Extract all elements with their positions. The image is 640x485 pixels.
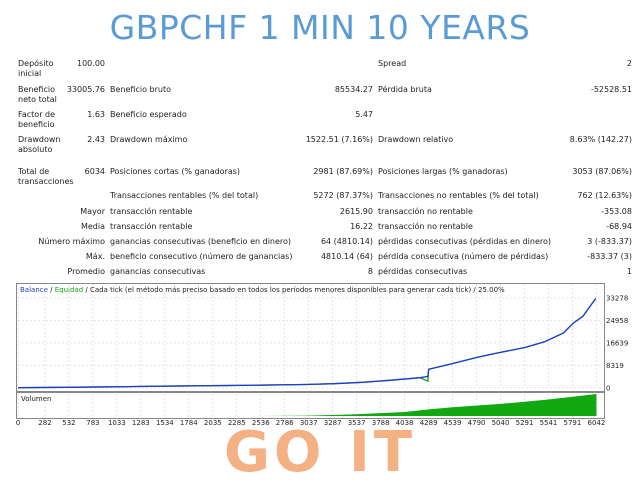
stat-perdida-bruta-label: Pérdida bruta (378, 85, 432, 94)
stat-total-trans-label: Total de transacciones (18, 167, 74, 186)
stat-prom-gan-label: ganancias consecutivas (110, 267, 206, 276)
stat-largas-label: Posiciones largas (% ganadoras) (378, 167, 508, 176)
stat-prom-per-value: 1 (626, 267, 632, 276)
y-tick-label: 24958 (606, 317, 628, 325)
stat-max-label: Máx. (85, 252, 105, 261)
y-tick-label: 33278 (606, 295, 628, 303)
stat-cortas-label: Posiciones cortas (% ganadoras) (110, 167, 241, 176)
stat-media-rentable-label: transacción rentable (110, 222, 193, 231)
stat-nummax-label: Número máximo (38, 237, 105, 246)
x-tick-label: 1033 (108, 419, 126, 427)
stat-no-rentables-value: 762 (12.63%) (577, 191, 632, 200)
y-tick-label: 8319 (606, 362, 624, 370)
stat-beneficio-bruto-label: Beneficio bruto (110, 85, 171, 94)
legend-sep: / (47, 286, 55, 294)
stat-drawdown-abs-label: Drawdown absoluto (18, 135, 61, 154)
stat-max-per-label: pérdida consecutiva (número de pérdidas) (378, 252, 549, 261)
x-tick-label: 0 (16, 419, 20, 427)
x-tick-label: 5040 (492, 419, 510, 427)
stat-factor-label: Factor de beneficio (18, 110, 56, 129)
stat-drawdown-max-value: 1522.51 (7.16%) (305, 135, 373, 144)
stat-nummax-per-label: pérdidas consecutivas (pérdidas en diner… (378, 237, 551, 246)
stat-beneficio-bruto-value: 85534.27 (334, 85, 373, 94)
stat-max-ben-label: beneficio consecutivo (número de gananci… (110, 252, 293, 261)
stat-drawdown-rel-label: Drawdown relativo (378, 135, 454, 144)
stat-drawdown-abs-value: 2.43 (87, 135, 105, 144)
stat-media-no-rentable-value: -68.94 (606, 222, 632, 231)
legend-rest: / Cada tick (el método más preciso basad… (83, 286, 505, 294)
stat-factor-value: 1.63 (87, 110, 105, 119)
x-tick-label: 3537 (348, 419, 366, 427)
y-tick-label: 16639 (606, 340, 628, 348)
x-tick-label: 2536 (252, 419, 270, 427)
y-tick-label: 0 (606, 385, 610, 393)
x-tick-label: 3287 (324, 419, 342, 427)
stat-drawdown-rel-value: 8.63% (142.27) (569, 135, 632, 144)
stat-nummax-gan-label: ganancias consecutivas (beneficio en din… (110, 237, 292, 246)
stat-max-per-value: -833.37 (3) (587, 252, 632, 261)
legend-balance: Balance (20, 286, 48, 294)
stat-no-rentables-label: Transacciones no rentables (% del total) (378, 191, 539, 200)
x-tick-label: 4539 (444, 419, 462, 427)
x-tick-label: 282 (38, 419, 51, 427)
stat-total-trans-value: 6034 (84, 167, 105, 176)
x-tick-label: 4790 (468, 419, 486, 427)
stat-esperado-label: Beneficio esperado (110, 110, 187, 119)
stat-mayor-rentable-label: transacción rentable (110, 207, 193, 216)
stat-deposito-label: Depósito inicial (18, 59, 54, 78)
stat-media-no-rentable-label: transacción no rentable (378, 222, 473, 231)
volume-label: Volumen (21, 395, 52, 403)
stat-prom-per-label: pérdidas consecutivas (378, 267, 468, 276)
x-tick-label: 783 (86, 419, 99, 427)
x-tick-label: 2035 (204, 419, 222, 427)
stat-rentables-label: Transacciones rentables (% del total) (110, 191, 259, 200)
x-tick-label: 532 (62, 419, 75, 427)
stat-beneficio-neto-value: 33005.76 (66, 85, 105, 94)
x-tick-label: 4038 (396, 419, 414, 427)
stat-rentables-value: 5272 (87.37%) (313, 191, 373, 200)
stat-drawdown-max-label: Drawdown máximo (110, 135, 188, 144)
stat-beneficio-neto-label: Beneficio neto total (18, 85, 57, 104)
x-tick-label: 1784 (180, 419, 198, 427)
x-tick-label: 2786 (276, 419, 294, 427)
stat-mayor-rentable-value: 2615.90 (339, 207, 373, 216)
balance-chart: Balance / Equidad / Cada tick (el método… (16, 283, 605, 392)
x-tick-label: 5541 (540, 419, 558, 427)
stat-prom-label: Promedio (67, 267, 105, 276)
stat-perdida-bruta-value: -52528.51 (590, 85, 632, 94)
brand-logo: GO IT (223, 420, 417, 485)
x-tick-label: 3037 (300, 419, 318, 427)
x-tick-label: 6042 (588, 419, 606, 427)
stat-spread-value: 2 (626, 59, 632, 68)
stat-mayor-no-rentable-label: transacción no rentable (378, 207, 473, 216)
stat-mayor-label: Mayor (80, 207, 105, 216)
x-tick-label: 2285 (228, 419, 246, 427)
x-tick-label: 4289 (420, 419, 438, 427)
stat-max-ben-value: 4810.14 (64) (320, 252, 373, 261)
stat-cortas-value: 2981 (87.69%) (313, 167, 373, 176)
x-tick-label: 3788 (372, 419, 390, 427)
x-tick-label: 5291 (516, 419, 534, 427)
stat-nummax-gan-value: 64 (4810.14) (320, 237, 373, 246)
x-tick-label: 5791 (564, 419, 582, 427)
stat-esperado-value: 5.47 (355, 110, 373, 119)
stat-spread-label: Spread (378, 59, 407, 68)
stat-prom-gan-value: 8 (367, 267, 373, 276)
stat-media-rentable-value: 16.22 (350, 222, 373, 231)
x-tick-label: 1534 (156, 419, 174, 427)
stat-largas-value: 3053 (87.06%) (572, 167, 632, 176)
stat-media-label: Media (80, 222, 105, 231)
volume-area (18, 394, 597, 416)
x-tick-label: 1283 (132, 419, 150, 427)
stat-mayor-no-rentable-value: -353.08 (601, 207, 632, 216)
series-line-balance (17, 298, 597, 389)
stat-nummax-per-value: 3 (-833.37) (587, 237, 632, 246)
stat-deposito-value: 100.00 (77, 59, 105, 68)
page-title: GBPCHF 1 MIN 10 YEARS (109, 8, 531, 47)
